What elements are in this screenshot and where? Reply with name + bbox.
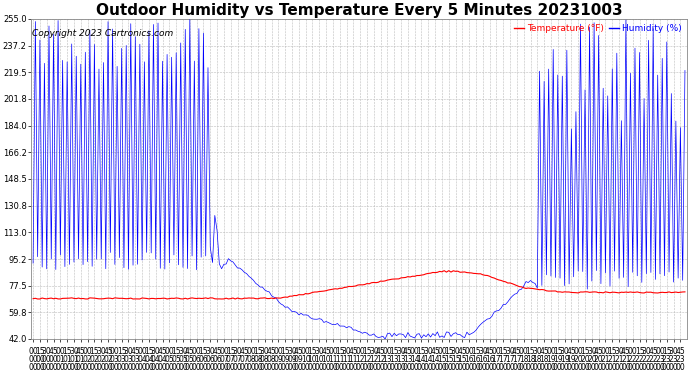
Text: Copyright 2023 Cartronics.com: Copyright 2023 Cartronics.com [32, 28, 173, 38]
Title: Outdoor Humidity vs Temperature Every 5 Minutes 20231003: Outdoor Humidity vs Temperature Every 5 … [96, 3, 622, 18]
Legend: Temperature (°F), Humidity (%): Temperature (°F), Humidity (%) [513, 24, 682, 34]
